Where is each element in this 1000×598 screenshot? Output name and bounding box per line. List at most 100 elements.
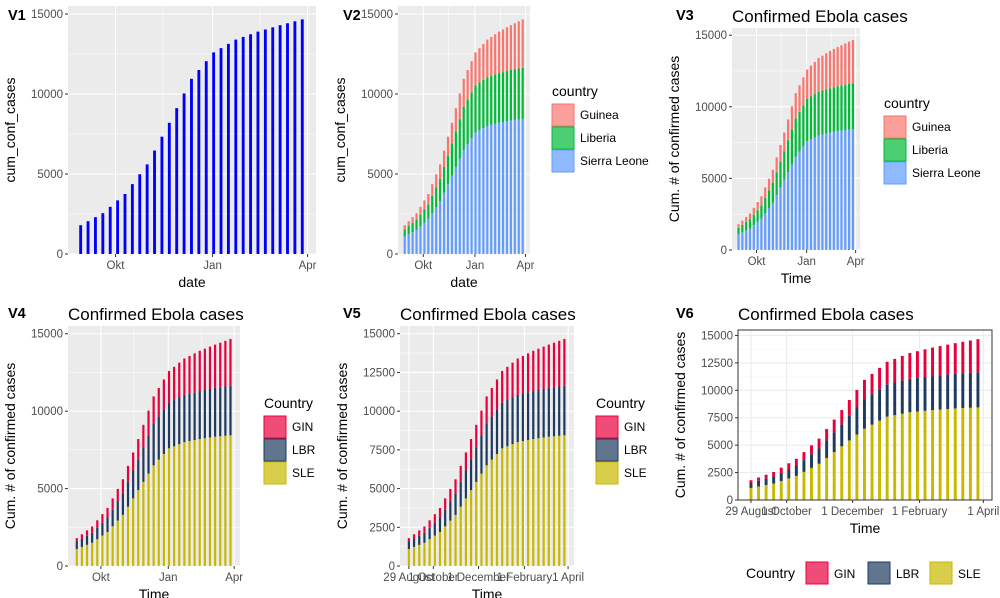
bar-segment-sle bbox=[423, 542, 426, 566]
panel-tag: V5 bbox=[343, 306, 361, 322]
bar-segment-gin bbox=[501, 29, 505, 73]
bar-segment-gin bbox=[749, 480, 753, 483]
y-axis-title: Cum. # of confirmed cases bbox=[666, 56, 682, 223]
bar-segment-sle bbox=[427, 218, 430, 254]
bar-segment-sle bbox=[505, 121, 509, 254]
bar-segment-gin bbox=[162, 379, 165, 410]
legend-swatch-gin bbox=[805, 561, 829, 585]
bar-segment-gin bbox=[764, 474, 768, 479]
y-tick-label: 10000 bbox=[701, 385, 733, 397]
bar-segment-lbr bbox=[415, 219, 418, 230]
bar-segment-lbr bbox=[817, 91, 820, 136]
bar-segment-sle bbox=[741, 232, 744, 250]
legend-label: Guinea bbox=[580, 108, 619, 122]
legend-label: SLE bbox=[292, 466, 315, 480]
legend-label: LBR bbox=[292, 443, 316, 457]
bar-segment-gin bbox=[537, 348, 540, 390]
bar-segment-gin bbox=[173, 366, 176, 401]
bar-segment-lbr bbox=[494, 74, 497, 124]
bar-segment-lbr bbox=[537, 390, 540, 439]
bar-segment-lbr bbox=[458, 119, 461, 159]
bar-segment-gin bbox=[885, 361, 889, 385]
panel-tag: V3 bbox=[676, 8, 694, 24]
legend-swatch-sle bbox=[595, 461, 619, 485]
bar-segment-lbr bbox=[509, 70, 513, 121]
bar-segment-lbr bbox=[167, 402, 171, 449]
bar-segment-lbr bbox=[466, 99, 469, 145]
bar-segment-lbr bbox=[147, 435, 150, 474]
y-tick-label: 10000 bbox=[31, 89, 63, 101]
bar-segment-lbr bbox=[486, 77, 489, 126]
bar-segment-sle bbox=[749, 487, 753, 500]
bar-segment-gin bbox=[486, 39, 489, 78]
bar-segment-gin bbox=[435, 174, 438, 188]
bar-segment-gin bbox=[80, 534, 84, 539]
bar-segment-lbr bbox=[219, 387, 222, 437]
bar-segment-lbr bbox=[840, 424, 844, 447]
bar-segment-gin bbox=[968, 340, 972, 373]
x-tick-label: 1 February bbox=[497, 572, 553, 584]
legend-label: GIN bbox=[292, 420, 313, 434]
bar-segment-gin bbox=[444, 498, 447, 510]
x-tick-label: 29 August bbox=[383, 572, 435, 584]
bar-segment-sle bbox=[454, 514, 457, 566]
bar-segment-lbr bbox=[435, 187, 438, 208]
bar-segment-gin bbox=[407, 221, 410, 226]
legend: Country GIN LBR SLE bbox=[263, 395, 316, 485]
bar-segment-lbr bbox=[840, 85, 843, 131]
x-tick-label: 1 April bbox=[552, 572, 584, 584]
bar-segment-gin bbox=[552, 342, 556, 388]
bar-segment-lbr bbox=[193, 392, 196, 441]
bar-segment-gin bbox=[198, 350, 201, 392]
bar-segment-lbr bbox=[188, 393, 191, 442]
legend-label: Liberia bbox=[912, 143, 948, 157]
x-tick-label: 1 December bbox=[447, 572, 510, 584]
bar-segment-sle bbox=[494, 123, 497, 254]
y-tick-label: 12500 bbox=[701, 358, 733, 370]
bar-segment-sle bbox=[407, 234, 410, 254]
bar-segment-sle bbox=[411, 232, 414, 254]
bar-segment-lbr bbox=[438, 518, 442, 532]
y-tick-label: 0 bbox=[57, 561, 63, 573]
legend-label: GIN bbox=[624, 420, 645, 434]
bar-segment-sle bbox=[208, 437, 212, 566]
bar-segment-gin bbox=[415, 213, 418, 220]
bar-segment-sle bbox=[851, 129, 855, 250]
legend: country Guinea Liberia Sierra Leone bbox=[551, 83, 649, 173]
bar-segment-sle bbox=[537, 438, 540, 566]
x-axis-title: Time bbox=[139, 586, 170, 598]
bar-segment-sle bbox=[431, 212, 434, 254]
bar-segment-gin bbox=[752, 207, 755, 215]
bar-segment-sle bbox=[938, 409, 942, 500]
bar-segment-lbr bbox=[459, 481, 462, 507]
bar-segment-lbr bbox=[757, 480, 761, 487]
bar-segment-lbr bbox=[224, 386, 227, 436]
bar-segment-gin bbox=[475, 424, 478, 448]
y-tick-label: 2500 bbox=[369, 522, 395, 534]
bar-segment-gin bbox=[433, 514, 436, 523]
bar-segment-sle bbox=[80, 546, 84, 566]
bar-segment-lbr bbox=[121, 493, 124, 515]
bar-segment-lbr bbox=[444, 509, 447, 527]
bar-segment-gin bbox=[521, 19, 524, 68]
bar-segment-lbr bbox=[809, 96, 813, 140]
bar-segment-sle bbox=[219, 436, 222, 566]
bar-segment-lbr bbox=[748, 219, 752, 229]
bar-segment-sle bbox=[419, 226, 422, 254]
bar-segment-sle bbox=[832, 452, 836, 500]
bar-segment-sle bbox=[870, 424, 874, 500]
y-tick-label: 5000 bbox=[37, 484, 63, 496]
bar-segment-gin bbox=[403, 225, 406, 230]
bar-segment-sle bbox=[806, 141, 809, 250]
bar-segment-lbr bbox=[908, 378, 912, 413]
bar-segment-gin bbox=[521, 355, 525, 394]
bar-segment-gin bbox=[832, 49, 835, 88]
y-tick-label: 12500 bbox=[363, 367, 395, 379]
bar-segment-gin bbox=[454, 479, 457, 494]
bar-segment-gin bbox=[474, 52, 477, 86]
bar-segment-sle bbox=[486, 126, 489, 254]
bar-segment-lbr bbox=[173, 400, 176, 447]
legend-swatch-lbr bbox=[263, 438, 287, 462]
bar-segment-sle bbox=[771, 202, 774, 250]
bar-segment-lbr bbox=[798, 111, 801, 152]
